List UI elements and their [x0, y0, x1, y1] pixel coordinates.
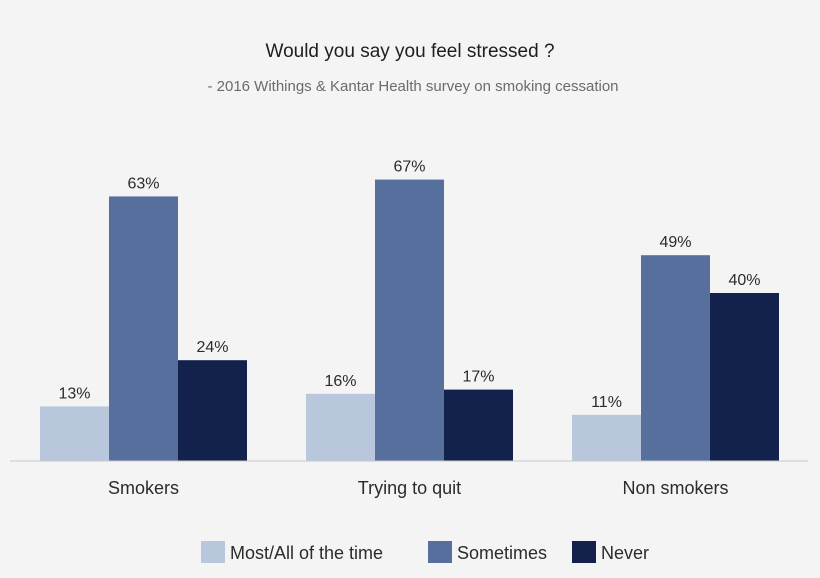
bar-trying-to-quit-sometimes: [375, 179, 444, 461]
data-label-trying-to-quit-never: 17%: [462, 369, 494, 386]
category-label-non-smokers: Non smokers: [622, 478, 728, 498]
legend-label-most-all-of-the-time: Most/All of the time: [230, 543, 383, 563]
bar-non-smokers-sometimes: [641, 255, 710, 461]
legend: Most/All of the time Sometimes Never: [201, 541, 649, 563]
category-label-smokers: Smokers: [108, 478, 179, 498]
data-label-smokers-most-all-of-the-time: 13%: [58, 385, 90, 402]
bar-smokers-most-all-of-the-time: [40, 406, 109, 461]
bar-trying-to-quit-most-all-of-the-time: [306, 393, 375, 461]
bars-group: 13% 63% 24% 16% 67% 17% 11% 49% 40%: [40, 159, 779, 461]
category-labels: Smokers Trying to quit Non smokers: [108, 478, 729, 498]
legend-label-sometimes: Sometimes: [457, 543, 547, 563]
legend-label-never: Never: [601, 543, 649, 563]
bar-trying-to-quit-never: [444, 389, 513, 461]
data-label-non-smokers-most-all-of-the-time: 11%: [591, 394, 622, 411]
chart-subtitle: - 2016 Withings & Kantar Health survey o…: [207, 78, 618, 95]
data-label-smokers-sometimes: 63%: [127, 175, 159, 192]
bar-non-smokers-most-all-of-the-time: [572, 414, 641, 461]
legend-swatch-never: [572, 541, 596, 563]
data-label-non-smokers-never: 40%: [728, 272, 760, 289]
data-label-trying-to-quit-most-all-of-the-time: 16%: [324, 373, 356, 390]
bar-non-smokers-never: [710, 293, 779, 461]
chart-title: Would you say you feel stressed ?: [265, 41, 554, 62]
data-label-trying-to-quit-sometimes: 67%: [393, 159, 425, 176]
bar-smokers-sometimes: [109, 196, 178, 461]
legend-swatch-most-all-of-the-time: [201, 541, 225, 563]
legend-swatch-sometimes: [428, 541, 452, 563]
category-label-trying-to-quit: Trying to quit: [358, 478, 461, 498]
data-label-non-smokers-sometimes: 49%: [659, 234, 691, 251]
data-label-smokers-never: 24%: [196, 339, 228, 356]
bar-smokers-never: [178, 360, 247, 461]
